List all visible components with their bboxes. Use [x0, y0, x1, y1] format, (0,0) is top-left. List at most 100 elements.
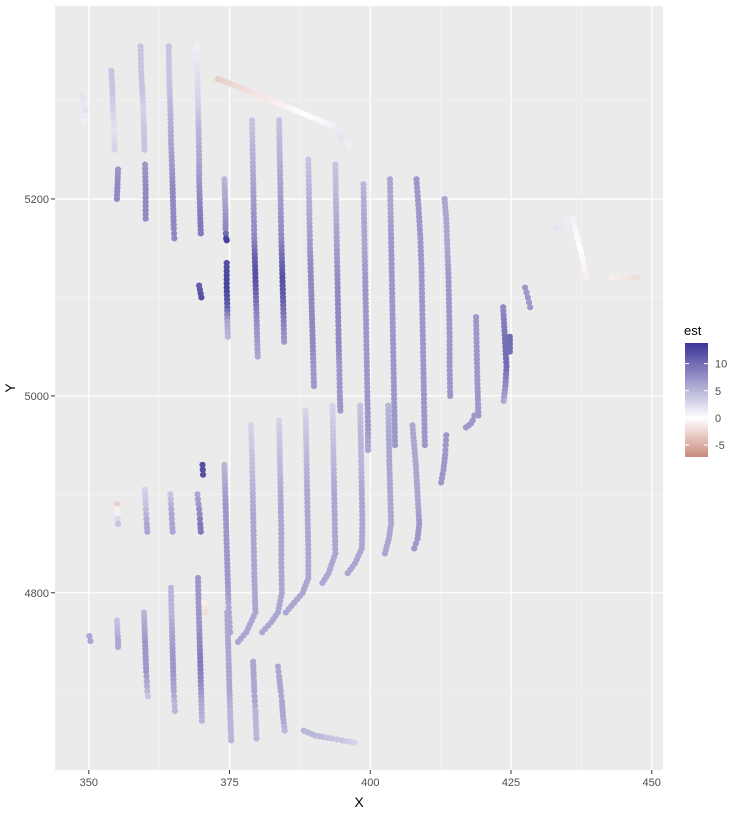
data-point	[144, 528, 151, 535]
data-point	[252, 702, 259, 710]
data-point	[360, 194, 367, 201]
data-point	[228, 737, 235, 744]
data-point	[583, 274, 591, 281]
data-point	[344, 569, 351, 577]
data-point	[225, 599, 232, 606]
data-point	[345, 142, 352, 149]
data-point	[500, 397, 507, 404]
data-point	[360, 202, 367, 209]
data-point	[281, 338, 288, 345]
data-point	[259, 629, 266, 636]
x-axis-ticks: 350 375 400 425 450	[80, 770, 661, 789]
data-point	[114, 510, 121, 518]
data-point	[199, 471, 207, 478]
data-point	[87, 637, 94, 645]
data-point	[113, 501, 121, 508]
legend-colorbar	[685, 343, 708, 457]
legend: est 10 5 0 -5	[684, 323, 727, 457]
data-point	[360, 181, 367, 188]
data-point	[114, 520, 122, 527]
data-point	[170, 688, 177, 695]
data-point	[234, 638, 242, 646]
data-point	[165, 64, 173, 72]
y-tick-label: 5000	[25, 391, 49, 403]
data-point	[328, 735, 336, 742]
data-point	[143, 510, 150, 518]
data-point	[143, 673, 150, 680]
data-point	[143, 678, 150, 685]
x-tick-label: 350	[80, 777, 98, 789]
data-point	[391, 442, 399, 449]
data-point	[224, 333, 231, 340]
data-point	[462, 424, 470, 431]
data-point	[319, 579, 326, 587]
data-point	[194, 491, 201, 498]
data-point	[165, 43, 172, 50]
y-tick-label: 5200	[25, 194, 49, 206]
legend-tick-label: 10	[715, 359, 727, 371]
data-point	[225, 604, 232, 611]
y-axis-ticks: 4800 5000 5200	[25, 194, 55, 600]
data-point	[168, 505, 175, 513]
data-point	[253, 735, 260, 742]
data-point	[278, 693, 285, 700]
data-point	[196, 515, 204, 523]
y-axis-label: Y	[2, 383, 18, 393]
data-point	[442, 437, 450, 444]
data-point	[196, 505, 203, 513]
data-point	[168, 515, 175, 523]
legend-ticks: 10 5 0 -5	[685, 359, 727, 452]
data-point	[275, 668, 282, 675]
data-point	[167, 501, 175, 508]
data-point	[223, 237, 230, 244]
data-point	[198, 294, 205, 301]
x-tick-label: 425	[502, 777, 520, 789]
data-point	[165, 56, 173, 63]
data-point	[170, 693, 178, 700]
data-point	[360, 211, 368, 218]
data-point	[82, 107, 89, 114]
data-point	[144, 688, 151, 695]
data-point	[381, 550, 388, 557]
data-points	[79, 43, 641, 746]
data-point	[360, 189, 367, 196]
data-point	[332, 178, 339, 185]
data-point	[364, 446, 372, 454]
data-point	[199, 461, 206, 468]
data-point	[113, 195, 121, 203]
data-point	[351, 739, 358, 746]
legend-tick-label: 5	[715, 386, 721, 398]
data-point	[167, 496, 174, 503]
data-point	[198, 717, 206, 724]
data-point	[165, 60, 173, 67]
data-point	[634, 274, 641, 281]
data-point	[332, 170, 339, 177]
x-tick-label: 400	[361, 777, 379, 789]
data-point	[527, 304, 534, 311]
data-point	[170, 225, 177, 232]
data-point	[168, 510, 175, 518]
data-point	[171, 702, 178, 710]
plot-panel	[55, 6, 663, 770]
data-point	[222, 225, 229, 232]
data-point	[143, 515, 150, 523]
data-point	[282, 609, 289, 616]
data-point	[447, 392, 454, 399]
data-point	[165, 51, 172, 59]
data-point	[332, 161, 339, 168]
data-point	[360, 198, 367, 205]
data-point	[360, 185, 367, 192]
data-point	[281, 727, 288, 734]
data-point	[471, 412, 478, 419]
data-point	[333, 736, 341, 743]
data-point	[523, 289, 530, 296]
data-point	[165, 47, 172, 54]
data-point	[141, 146, 148, 153]
data-point	[421, 442, 428, 449]
data-point	[442, 442, 449, 449]
legend-tick-label: -5	[715, 440, 725, 452]
data-point	[142, 215, 149, 222]
data-point	[199, 466, 206, 473]
data-point	[143, 668, 150, 675]
